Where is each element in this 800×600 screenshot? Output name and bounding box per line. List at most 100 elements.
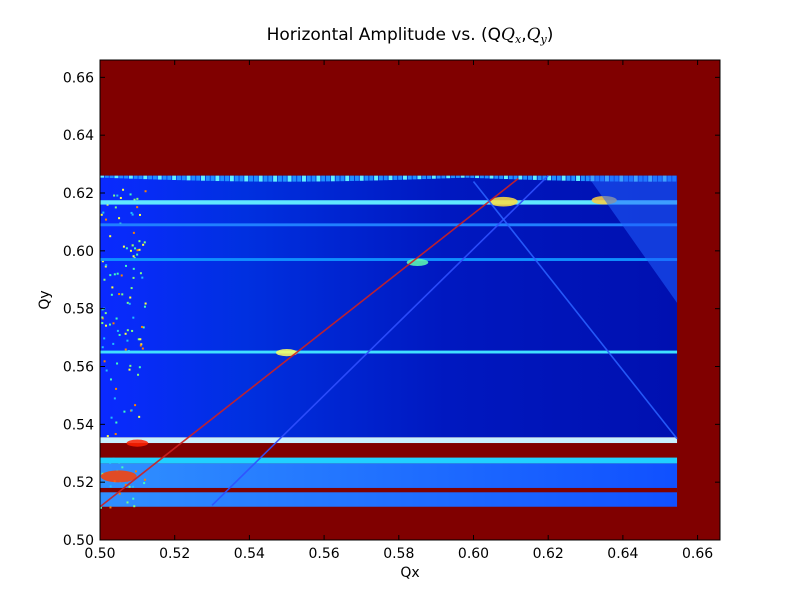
heatmap-speckle [102,211,105,214]
y-axis-label: Qy [37,290,53,309]
heatmap-edge [133,175,138,179]
heatmap-speckle [124,348,127,351]
heatmap-edge [475,175,480,179]
heatmap-edge [167,175,172,180]
heatmap-speckle [136,253,139,256]
heatmap-speckle [124,264,127,267]
y-tick-label: 0.50 [63,533,94,549]
heatmap-edge [547,175,552,181]
heatmap-speckle [105,324,108,327]
heatmap-edge [109,175,114,178]
heatmap-speckle [113,273,116,276]
heatmap-speckle [131,329,134,332]
heatmap-edge [239,175,244,182]
heatmap-speckle [139,344,142,347]
heatmap-hotspot [488,196,518,207]
heatmap-edge [407,175,412,180]
heatmap-speckle [110,293,113,296]
y-tick-label: 0.54 [63,417,94,433]
heatmap-speckle [116,362,119,365]
heatmap-band [100,258,678,261]
heatmap-speckle [103,337,106,340]
heatmap-edge [244,175,249,182]
heatmap-speckle [118,293,121,296]
heatmap-edge [282,175,287,182]
heatmap-edge [369,175,374,181]
heatmap-speckle [110,416,113,419]
heatmap-speckle [134,470,137,473]
heatmap-edge [176,175,181,181]
heatmap-speckle [143,478,146,481]
heatmap-speckle [115,387,118,390]
title-q-y: Q [527,25,541,45]
title-q-x: Q [501,25,515,45]
heatmap-speckle [106,435,109,438]
heatmap-edge [523,175,528,180]
heatmap-edge [364,175,369,181]
heatmap-edge [398,175,403,180]
heatmap-speckle [103,278,106,281]
heatmap-speckle [118,492,121,495]
heatmap-speckle [115,421,118,424]
heatmap-edge [200,175,205,181]
heatmap-edge [494,175,499,179]
heatmap-edge [220,175,225,182]
heatmap-hotspot [406,258,429,267]
heatmap-edge [508,175,513,180]
heatmap-speckle [139,338,142,341]
y-tick-label: 0.56 [63,360,94,376]
heatmap-edge [518,175,523,180]
heatmap-edge [225,175,230,182]
heatmap-speckle [123,410,126,413]
heatmap-speckle [122,188,125,191]
heatmap-speckle [142,243,145,246]
y-tick-label: 0.66 [63,70,94,86]
y-tick-label: 0.58 [63,302,94,318]
heatmap-speckle [130,287,133,290]
heatmap-hotspot [275,349,298,357]
heatmap-edge [321,175,326,182]
heatmap-edge [350,175,355,181]
heatmap-edge [326,175,331,182]
heatmap-speckle [132,255,135,258]
heatmap-edge [287,175,292,182]
heatmap-edge [143,175,148,180]
heatmap-edge [412,175,417,180]
heatmap-edge [561,175,566,181]
y-tick-label: 0.60 [63,244,94,260]
heatmap-edge [330,175,335,182]
heatmap-speckle [138,248,141,251]
heatmap-speckle [129,193,132,196]
heatmap-edge [114,175,119,179]
heatmap-edge [335,175,340,182]
heatmap-edge [489,175,494,179]
heatmap-edge [297,175,302,182]
x-tick-label: 0.50 [84,546,115,562]
heatmap-speckle [128,302,131,305]
x-axis-ticks: 0.50 0.52 0.54 0.56 0.58 0.60 0.62 0.64 0.66 [84,60,713,562]
title-sub-x: x [515,33,522,46]
heatmap-edge [234,175,239,182]
heatmap-speckle [119,196,122,199]
heatmap-speckle [101,316,104,319]
heatmap-speckle [128,485,131,488]
heatmap-edge [402,175,407,180]
heatmap-speckle [118,333,121,336]
heatmap-edge [359,175,364,181]
heatmap-speckle [143,482,146,485]
heatmap-edge [162,175,167,180]
plot-area [99,59,721,541]
heatmap-speckle [131,213,134,216]
heatmap-speckle [100,506,102,509]
heatmap-edge [388,175,393,181]
heatmap-edge [345,175,350,182]
heatmap-edge [571,175,576,181]
chart-title-text: Horizontal Amplitude vs. (Q [267,25,501,45]
heatmap-speckle [133,505,136,508]
heatmap-fan [587,175,678,303]
heatmap-speckle [126,301,129,304]
heatmap-diagonal [472,180,678,440]
heatmap-edge [172,175,177,180]
heatmap-edge [301,175,306,182]
